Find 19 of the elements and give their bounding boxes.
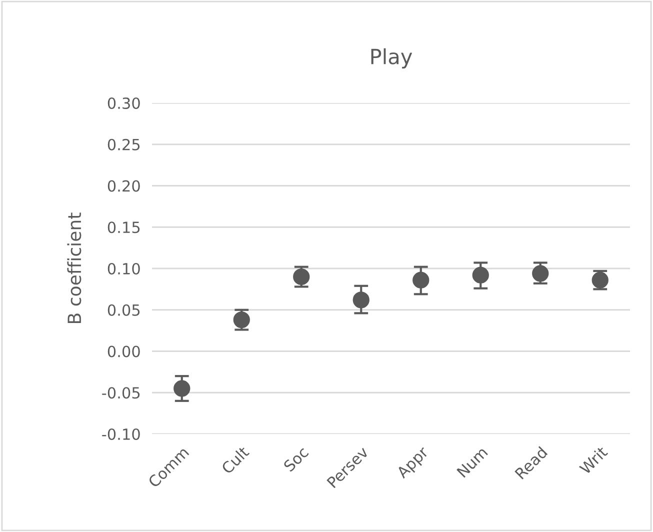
x-tick-label: Writ xyxy=(578,445,608,475)
point xyxy=(352,292,370,308)
y-tick-label: 0.10 xyxy=(108,262,140,275)
y-tick-label: 0.20 xyxy=(108,180,140,192)
x-tick-label: Soc xyxy=(282,446,310,472)
point xyxy=(472,266,489,284)
point xyxy=(412,272,430,288)
y-tick-label: 0.25 xyxy=(108,138,140,150)
x-tick-label: Cult xyxy=(220,445,250,474)
y-axis-title: B coefficient xyxy=(67,212,82,323)
y-tick-label: -0.10 xyxy=(102,428,140,440)
point xyxy=(174,380,190,397)
y-tick-label: 0.30 xyxy=(108,97,140,110)
y-tick-label: 0.15 xyxy=(108,222,140,234)
y-tick-label: 0.00 xyxy=(108,346,140,358)
y-tick-label: 0.05 xyxy=(108,304,140,316)
y-tick-label: -0.05 xyxy=(102,387,140,399)
point xyxy=(532,265,549,282)
chart-title: Play xyxy=(371,48,412,68)
